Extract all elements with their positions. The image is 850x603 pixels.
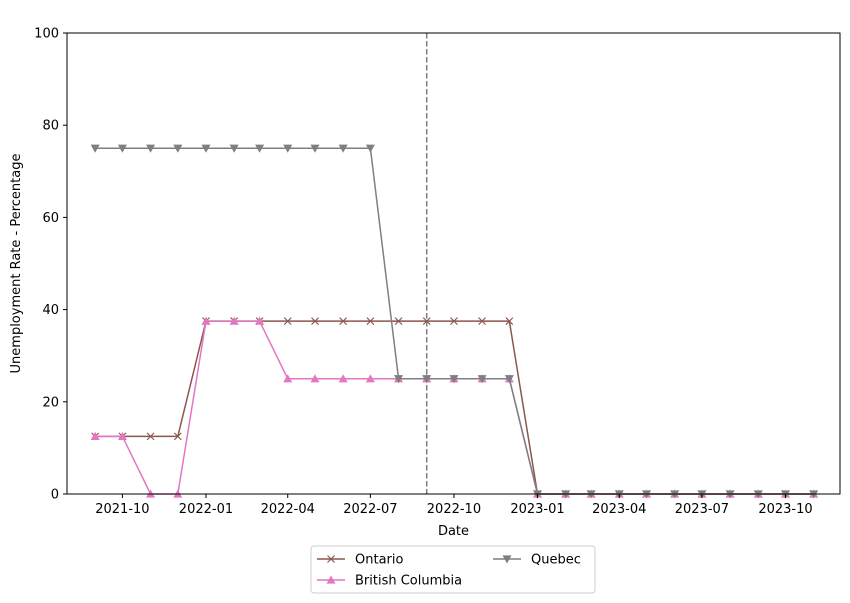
data-point-british-columbia <box>229 316 239 325</box>
y-tick-label: 0 <box>51 488 59 503</box>
data-point-ontario <box>146 432 155 441</box>
data-point-quebec <box>201 144 211 153</box>
data-point-ontario <box>505 317 514 326</box>
series-line-ontario <box>95 320 814 495</box>
data-point-quebec <box>255 144 265 153</box>
series-line-british-columbia <box>95 320 814 495</box>
legend-label-british-columbia: British Columbia <box>355 574 462 589</box>
data-point-british-columbia <box>201 316 211 325</box>
data-point-british-columbia <box>365 374 375 383</box>
data-point-ontario <box>394 317 403 326</box>
x-tick-label: 2022-04 <box>261 502 315 517</box>
x-axis: 2021-10 2022-01 2022-04 2022-07 2022-10 2023-… <box>95 494 813 517</box>
x-tick-label: 2022-10 <box>427 502 481 517</box>
data-point-british-columbia <box>90 431 100 440</box>
data-point-ontario <box>422 317 431 326</box>
y-tick-label: 60 <box>42 211 59 226</box>
data-point-british-columbia <box>117 431 127 440</box>
legend-label-ontario: Ontario <box>355 553 403 568</box>
data-point-british-columbia <box>338 374 348 383</box>
data-point-british-columbia <box>310 374 320 383</box>
data-point-ontario <box>283 317 292 326</box>
y-tick-label: 100 <box>34 27 59 42</box>
legend-marker-ontario <box>327 555 335 563</box>
data-point-ontario <box>478 317 487 326</box>
data-point-quebec <box>310 144 320 153</box>
data-point-british-columbia <box>255 316 265 325</box>
y-axis-title: Unemployment Rate - Percentage <box>9 154 24 374</box>
data-point-quebec <box>338 144 348 153</box>
data-point-ontario <box>339 317 348 326</box>
legend-box <box>310 545 596 594</box>
data-point-quebec <box>117 144 127 153</box>
data-point-quebec <box>394 375 404 384</box>
plot-frame <box>66 32 841 495</box>
series-ontario <box>91 317 818 498</box>
x-tick-label: 2022-07 <box>343 502 397 517</box>
x-tick-label: 2023-10 <box>758 502 812 517</box>
x-tick-label: 2023-01 <box>510 502 564 517</box>
x-axis-title: Date <box>438 524 469 539</box>
data-point-quebec <box>90 144 100 153</box>
data-point-quebec <box>504 375 514 384</box>
x-tick-label: 2021-10 <box>95 502 149 517</box>
data-point-quebec <box>283 144 293 153</box>
legend-label-quebec: Quebec <box>531 553 581 568</box>
data-point-british-columbia <box>283 374 293 383</box>
legend-item-ontario: Ontario <box>317 553 403 568</box>
data-point-quebec <box>365 144 375 153</box>
data-point-ontario <box>450 317 458 326</box>
data-point-ontario <box>366 317 375 326</box>
y-axis: 0 20 40 60 80 100 <box>34 27 67 503</box>
data-point-quebec <box>477 375 487 384</box>
y-tick-label: 80 <box>42 119 59 134</box>
data-point-quebec <box>146 144 156 153</box>
x-tick-label: 2023-07 <box>675 502 729 517</box>
legend: Ontario British Columbia Quebec <box>310 545 596 594</box>
y-tick-label: 20 <box>42 395 59 410</box>
y-tick-label: 40 <box>42 303 59 318</box>
data-point-quebec <box>422 375 432 384</box>
legend-item-quebec: Quebec <box>493 553 581 568</box>
data-point-ontario <box>311 317 319 326</box>
data-point-ontario <box>173 432 182 441</box>
x-tick-label: 2023-04 <box>592 502 646 517</box>
data-point-quebec <box>449 375 459 384</box>
legend-item-british-columbia: British Columbia <box>317 574 462 589</box>
data-point-quebec <box>229 144 239 153</box>
data-point-quebec <box>173 144 183 153</box>
legend-marker-quebec <box>502 555 512 564</box>
x-tick-label: 2022-01 <box>179 502 233 517</box>
legend-marker-british-columbia <box>326 575 336 584</box>
